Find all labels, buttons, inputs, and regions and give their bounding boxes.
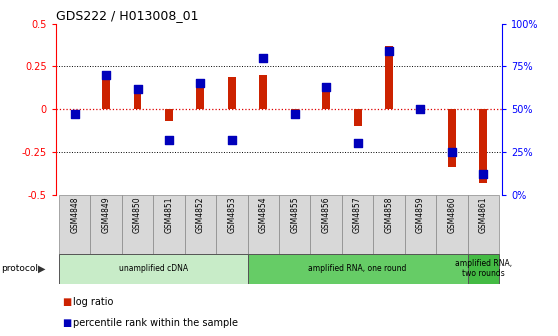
Bar: [342, 195, 373, 254]
Text: GSM4854: GSM4854: [259, 197, 268, 233]
Text: GSM4861: GSM4861: [479, 197, 488, 233]
Text: protocol: protocol: [1, 264, 38, 273]
Text: GSM4857: GSM4857: [353, 197, 362, 233]
Point: [259, 55, 268, 60]
Text: ■: ■: [62, 297, 72, 307]
Bar: [216, 195, 248, 254]
Bar: [102, 75, 110, 109]
Bar: [248, 254, 468, 284]
Point: [384, 48, 393, 54]
Bar: [436, 195, 468, 254]
Bar: [291, 109, 299, 113]
Bar: [228, 77, 236, 109]
Point: [322, 84, 331, 90]
Bar: [373, 195, 405, 254]
Bar: [310, 195, 342, 254]
Text: amplified RNA, one round: amplified RNA, one round: [309, 264, 407, 273]
Text: GSM4851: GSM4851: [165, 197, 174, 233]
Text: GSM4858: GSM4858: [384, 197, 393, 233]
Bar: [468, 195, 499, 254]
Bar: [479, 109, 487, 183]
Point: [290, 112, 299, 117]
Bar: [59, 195, 90, 254]
Point: [102, 72, 110, 78]
Text: ▶: ▶: [38, 264, 45, 274]
Text: GSM4855: GSM4855: [290, 197, 299, 233]
Bar: [322, 92, 330, 109]
Point: [196, 81, 205, 86]
Bar: [165, 109, 173, 121]
Text: GSM4849: GSM4849: [102, 197, 110, 233]
Text: GSM4852: GSM4852: [196, 197, 205, 233]
Bar: [122, 195, 153, 254]
Text: GSM4859: GSM4859: [416, 197, 425, 233]
Bar: [185, 195, 216, 254]
Text: GSM4860: GSM4860: [448, 197, 456, 233]
Bar: [248, 195, 279, 254]
Point: [416, 107, 425, 112]
Point: [165, 137, 174, 143]
Bar: [133, 94, 142, 109]
Bar: [416, 108, 425, 109]
Bar: [196, 87, 204, 109]
Text: GSM4856: GSM4856: [321, 197, 331, 233]
Text: unamplified cDNA: unamplified cDNA: [119, 264, 188, 273]
Bar: [259, 75, 267, 109]
Text: GSM4850: GSM4850: [133, 197, 142, 233]
Bar: [385, 46, 393, 109]
Bar: [405, 195, 436, 254]
Point: [70, 112, 79, 117]
Text: percentile rank within the sample: percentile rank within the sample: [73, 318, 238, 328]
Point: [133, 86, 142, 91]
Bar: [448, 109, 456, 167]
Point: [227, 137, 236, 143]
Text: ■: ■: [62, 318, 72, 328]
Point: [353, 141, 362, 146]
Text: log ratio: log ratio: [73, 297, 113, 307]
Text: GSM4848: GSM4848: [70, 197, 79, 233]
Point: [448, 150, 456, 155]
Text: GSM4853: GSM4853: [227, 197, 237, 233]
Bar: [90, 195, 122, 254]
Text: amplified RNA,
two rounds: amplified RNA, two rounds: [455, 259, 512, 279]
Text: GDS222 / H013008_01: GDS222 / H013008_01: [56, 9, 198, 23]
Bar: [153, 195, 185, 254]
Bar: [354, 109, 362, 126]
Point: [479, 172, 488, 177]
Bar: [59, 254, 248, 284]
Bar: [279, 195, 310, 254]
Bar: [468, 254, 499, 284]
